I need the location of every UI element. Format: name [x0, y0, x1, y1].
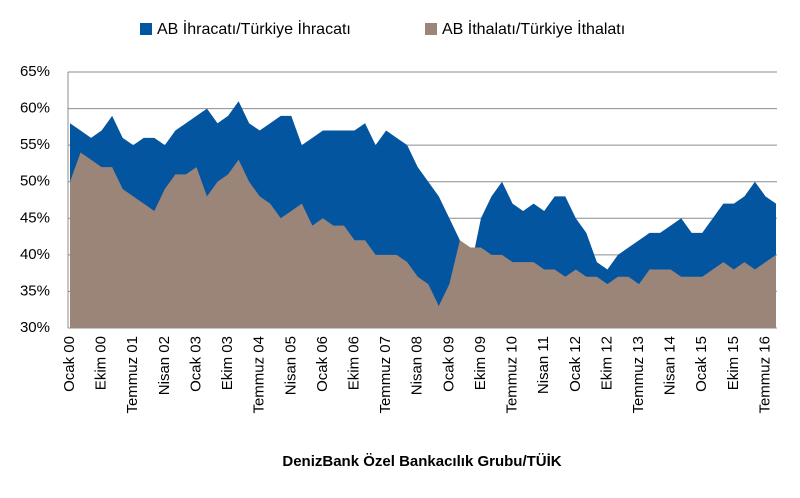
x-tick-label: Ocak 09: [440, 336, 457, 392]
legend-label: AB İhracatı/Türkiye İhracatı: [157, 19, 351, 38]
y-tick-label: 50%: [20, 173, 50, 190]
x-tick-label: Ekim 03: [219, 336, 236, 390]
x-tick-label: Ocak 03: [187, 336, 204, 392]
legend-swatch: [140, 23, 152, 35]
y-tick-label: 30%: [20, 319, 50, 336]
x-tick-label: Temmuz 13: [630, 336, 647, 414]
x-tick-label: Ekim 09: [472, 336, 489, 390]
x-tick-label: Temmuz 01: [124, 336, 141, 414]
x-tick-label: Nisan 02: [156, 336, 173, 395]
x-tick-label: Temmuz 10: [504, 336, 521, 414]
x-tick-label: Nisan 08: [409, 336, 426, 395]
x-tick-label: Nisan 14: [662, 336, 679, 395]
x-tick-label: Temmuz 07: [377, 336, 394, 414]
x-tick-label: Temmuz 04: [251, 336, 268, 414]
x-tick-label: Ekim 12: [598, 336, 615, 390]
x-tick-label: Nisan 05: [282, 336, 299, 395]
x-tick-label: Ocak 06: [314, 336, 331, 392]
y-tick-label: 65%: [20, 63, 50, 80]
y-tick-label: 40%: [20, 246, 50, 263]
legend-label: AB İthalatı/Türkiye İthalatı: [442, 19, 625, 38]
x-axis-title: DenizBank Özel Bankacılık Grubu/TÜİK: [282, 453, 561, 470]
y-tick-label: 45%: [20, 209, 50, 226]
x-tick-label: Ocak 00: [61, 336, 78, 392]
x-tick-label: Nisan 11: [535, 336, 552, 394]
x-tick-label: Temmuz 16: [756, 336, 773, 414]
area: [70, 152, 776, 328]
x-tick-label: Ocak 15: [693, 336, 710, 392]
x-tick-label: Ekim 06: [345, 336, 362, 390]
y-tick-label: 35%: [20, 282, 50, 299]
x-tick-label: Ekim 00: [93, 336, 110, 390]
y-tick-label: 60%: [20, 100, 50, 117]
y-tick-label: 55%: [20, 136, 50, 153]
legend-swatch: [425, 23, 437, 35]
x-tick-label: Ekim 15: [725, 336, 742, 390]
x-tick-label: Ocak 12: [567, 336, 584, 392]
